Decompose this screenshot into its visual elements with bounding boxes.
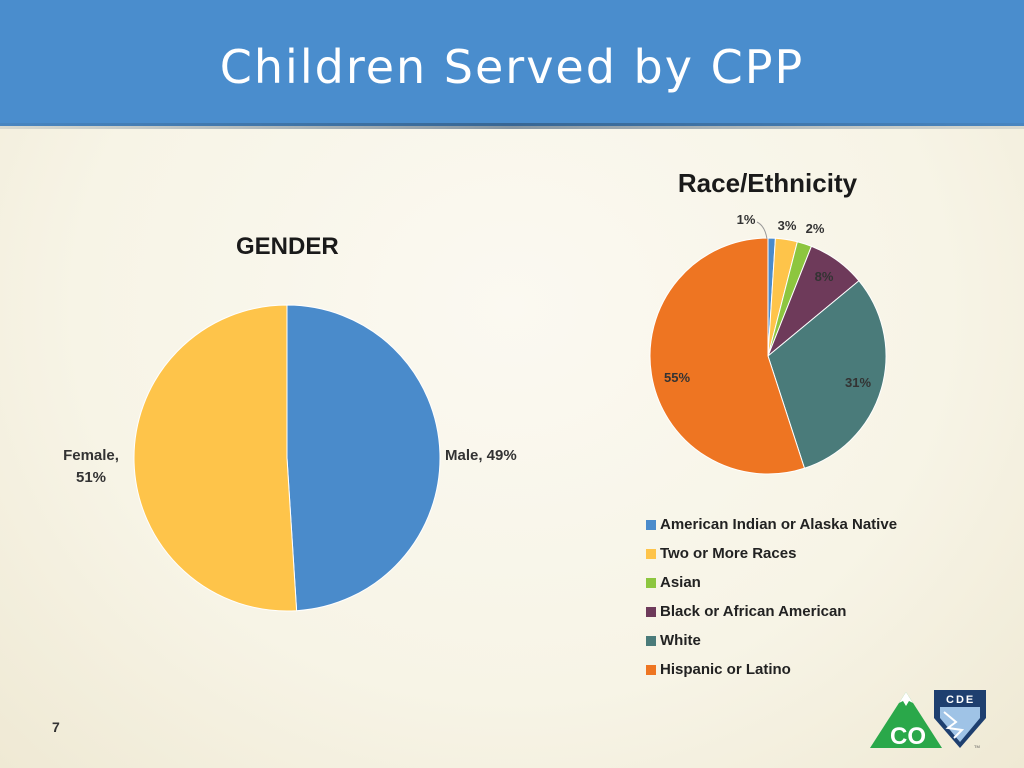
legend-item-white: White: [646, 626, 897, 655]
race-label-hispanic-or-latino: 55%: [664, 370, 690, 385]
legend-label: Two or More Races: [660, 545, 797, 562]
legend-label: American Indian or Alaska Native: [660, 516, 898, 533]
race-chart-title: Race/Ethnicity: [677, 168, 858, 198]
legend-item-hispanic-or-latino: Hispanic or Latino: [646, 655, 897, 684]
legend-item-asian: Asian: [646, 568, 897, 597]
logo-shield-inner: [940, 707, 980, 742]
logo-tm: TM: [974, 744, 980, 749]
title-bar-shadow: [0, 123, 1024, 129]
title-bar: [0, 0, 1024, 129]
legend-swatch: [646, 635, 656, 646]
logo-snowcap: [899, 692, 913, 706]
race-label-black-or-african-american: 8%: [815, 269, 834, 284]
logo-triangle-mountain: [870, 692, 942, 748]
race-label-white: 31%: [845, 375, 871, 390]
gender-label-male: Male, 49%: [445, 447, 517, 464]
legend-swatch: [646, 548, 656, 559]
gender-label-female: Female, 51%: [63, 447, 119, 486]
legend-swatch: [646, 577, 656, 588]
legend-item-american-indian-or-alaska-native: American Indian or Alaska Native: [646, 510, 897, 539]
legend-label: Asian: [660, 574, 701, 591]
legend-swatch: [646, 664, 656, 675]
gender-pie-slice-male: [286, 304, 441, 612]
legend-label: Hispanic or Latino: [660, 661, 791, 678]
legend-swatch: [646, 606, 656, 617]
race-label-leader-line: [756, 221, 768, 240]
race-pie-slice-white: [767, 280, 887, 469]
page-number: 7: [52, 719, 60, 735]
race-label-american-indian-or-alaska-native: 1%: [737, 212, 756, 227]
race-label-asian: 2%: [806, 221, 825, 236]
race-legend: American Indian or Alaska Native Two or M…: [646, 510, 897, 684]
logo-cde-band: [938, 692, 982, 705]
legend-label: Black or African American: [660, 603, 847, 620]
legend-item-black-or-african-american: Black or African American: [646, 597, 897, 626]
legend-item-two-or-more-races: Two or More Races: [646, 539, 897, 568]
gender-pie-slice-female: [133, 304, 298, 612]
cde-logo: CO CDE TM: [870, 690, 986, 750]
race-label-two-or-more-races: 3%: [778, 218, 797, 233]
logo-co-text: CO: [890, 723, 926, 750]
legend-label: White: [660, 632, 701, 649]
legend-swatch: [646, 519, 656, 530]
slide-title: Children Served by CPP: [219, 40, 805, 94]
logo-shield-rays: [943, 711, 965, 739]
logo-cde-text: CDE: [946, 694, 975, 706]
gender-chart-title: GENDER: [236, 233, 339, 260]
race-pie-slice-hispanic-or-latino: [649, 237, 806, 475]
